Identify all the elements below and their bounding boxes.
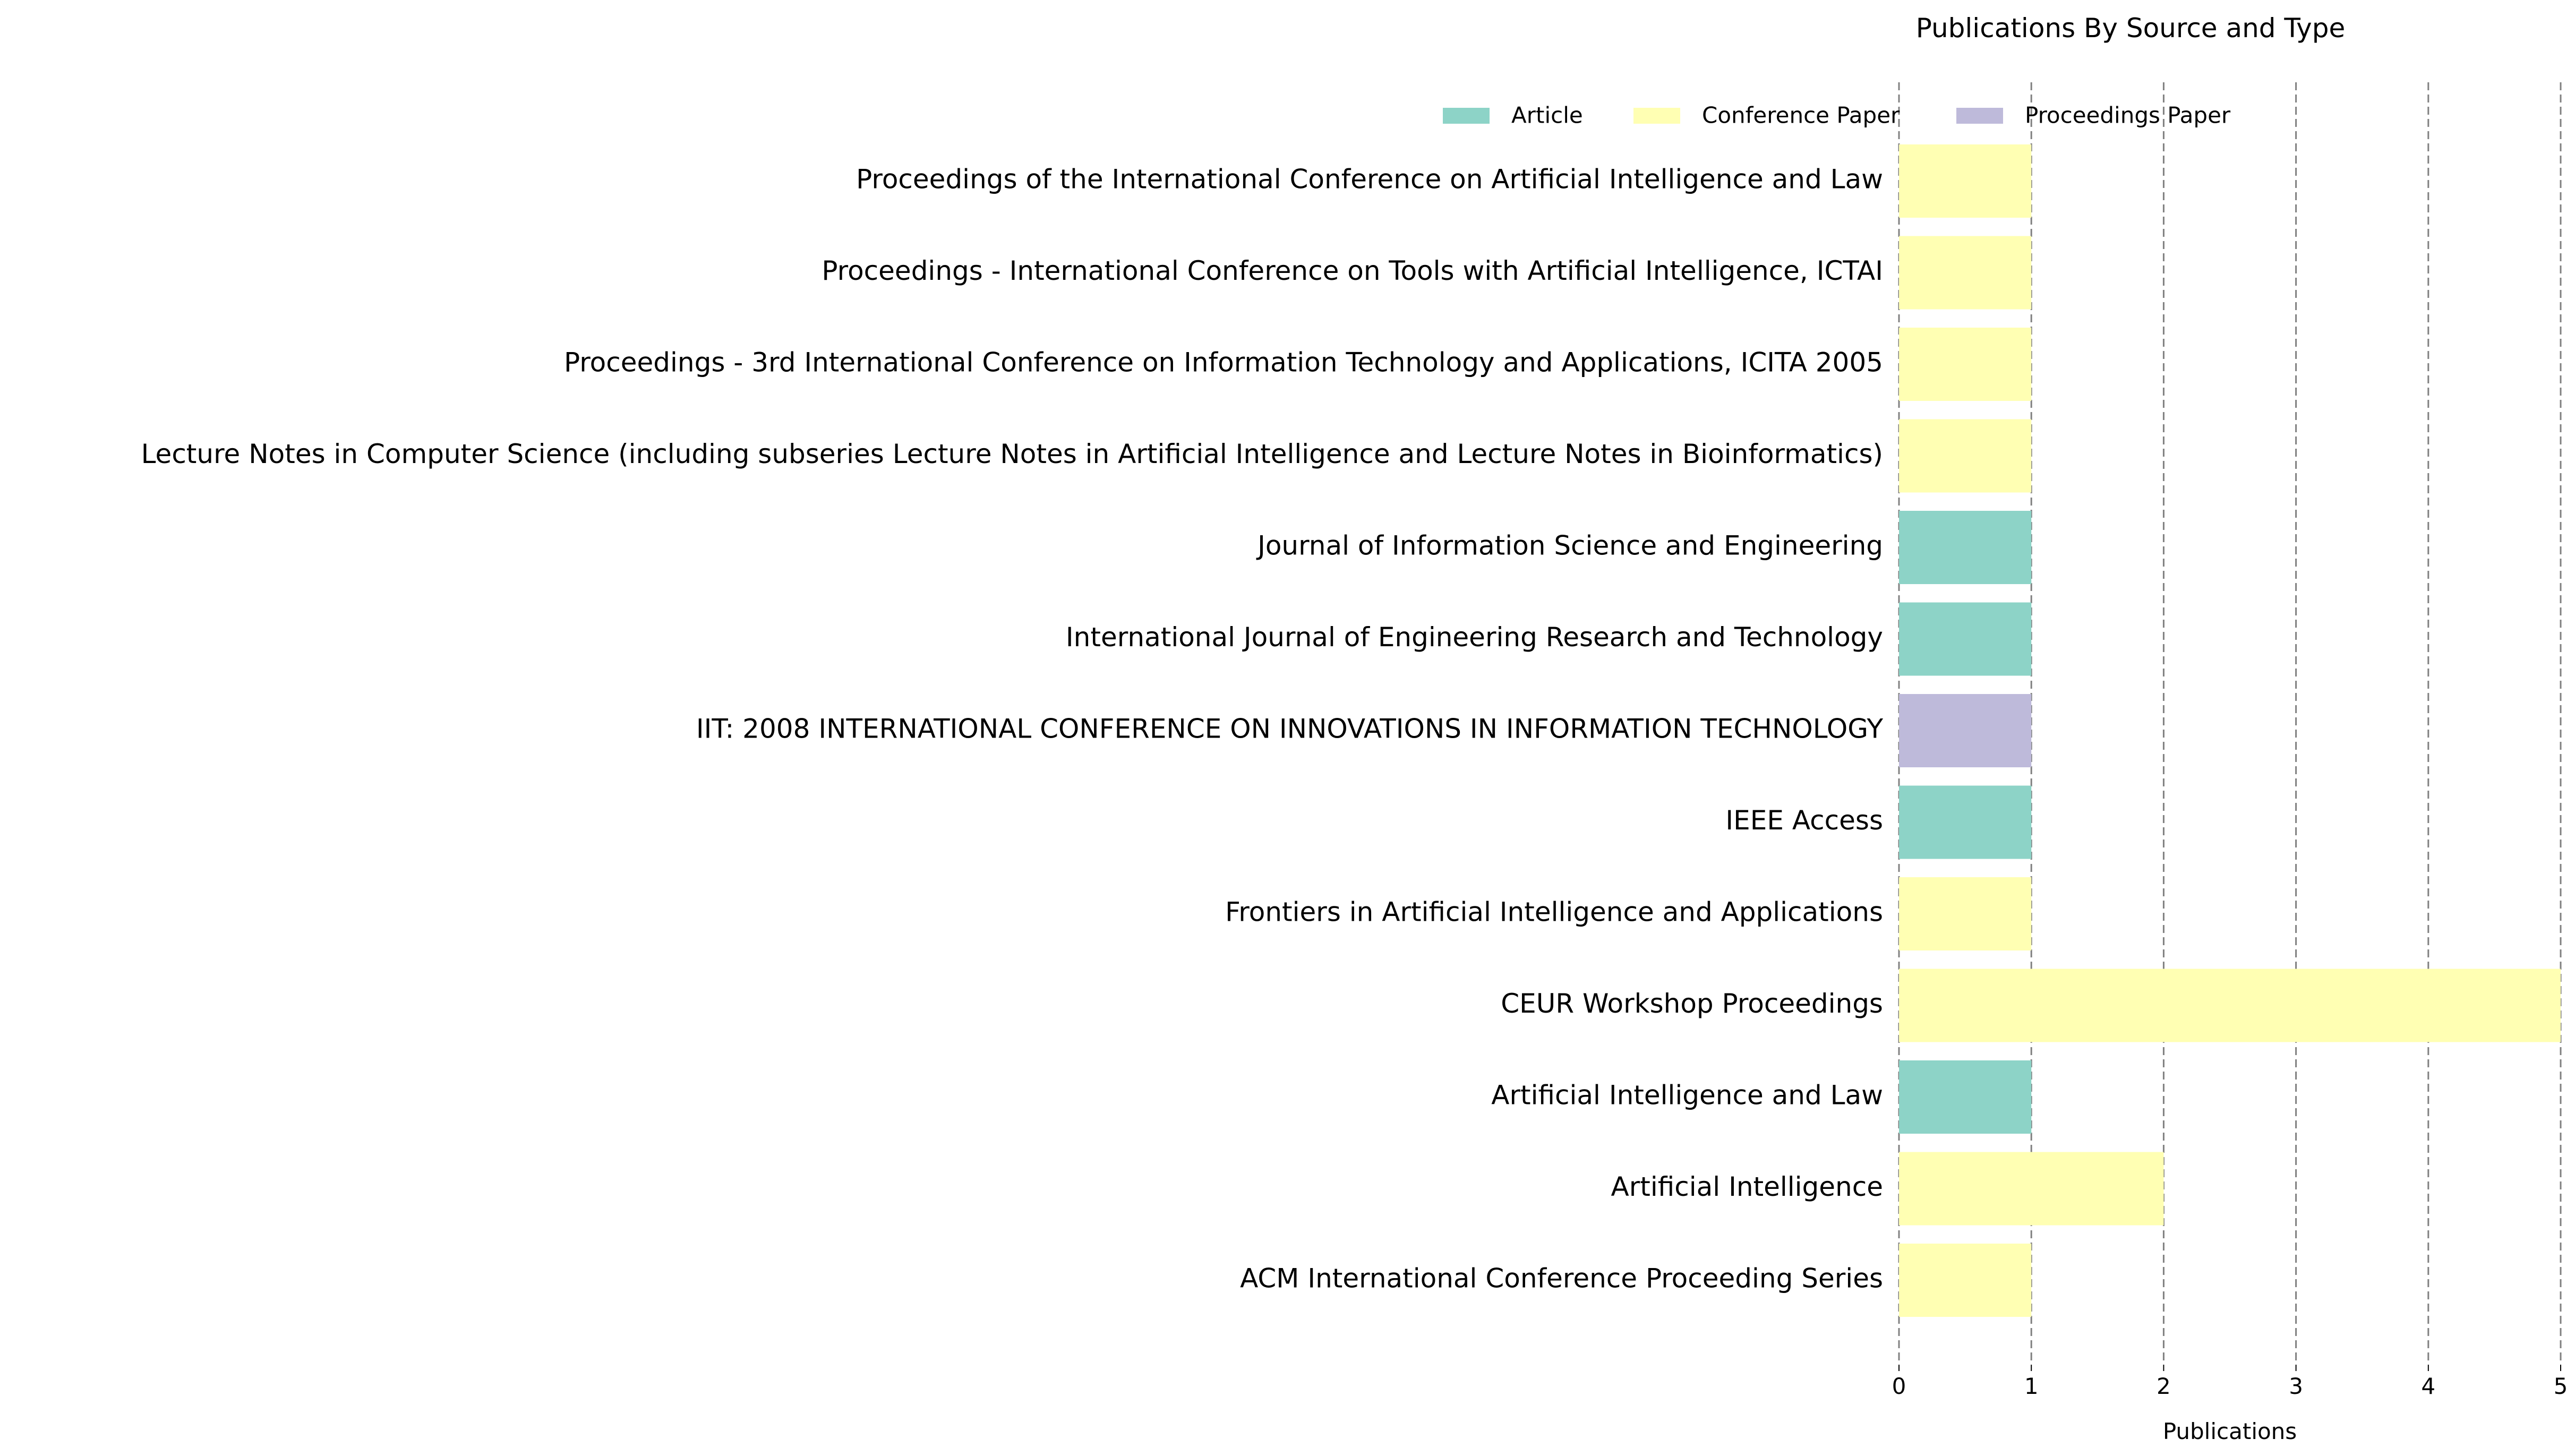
category-labels: Proceedings of the International Confere… bbox=[141, 164, 1884, 1294]
category-label: CEUR Workshop Proceedings bbox=[1501, 988, 1883, 1019]
bar bbox=[1899, 1244, 2032, 1317]
bar bbox=[1899, 144, 2032, 218]
bar bbox=[1899, 236, 2032, 310]
x-tick-label: 4 bbox=[2421, 1373, 2435, 1399]
category-label: IIT: 2008 INTERNATIONAL CONFERENCE ON IN… bbox=[696, 714, 1884, 744]
legend-label: Article bbox=[1511, 102, 1583, 129]
chart-title: Publications By Source and Type bbox=[1916, 13, 2346, 44]
category-label: ACM International Conference Proceeding … bbox=[1240, 1263, 1883, 1294]
category-label: Proceedings of the International Confere… bbox=[856, 164, 1883, 195]
legend: Article Conference Paper Proceedings Paper bbox=[1443, 102, 2231, 129]
x-tick-label: 2 bbox=[2157, 1373, 2171, 1399]
bar bbox=[1899, 969, 2561, 1042]
category-label: Proceedings - 3rd International Conferen… bbox=[564, 347, 1883, 378]
bar bbox=[1899, 511, 2032, 584]
category-label: Journal of Information Science and Engin… bbox=[1256, 530, 1883, 561]
category-label: Lecture Notes in Computer Science (inclu… bbox=[141, 439, 1883, 469]
bar bbox=[1899, 694, 2032, 767]
category-label: IEEE Access bbox=[1725, 805, 1883, 836]
category-label: Frontiers in Artificial Intelligence and… bbox=[1225, 897, 1883, 928]
legend-label: Conference Paper bbox=[1702, 102, 1900, 129]
x-tick-label: 5 bbox=[2554, 1373, 2568, 1399]
category-label: Artificial Intelligence and Law bbox=[1491, 1080, 1883, 1111]
x-axis-ticks: 0 1 2 3 4 5 bbox=[1892, 1365, 2568, 1399]
x-tick-label: 0 bbox=[1892, 1373, 1906, 1399]
bars bbox=[1899, 144, 2561, 1317]
category-label: International Journal of Engineering Res… bbox=[1066, 622, 1883, 653]
category-label: Proceedings - International Conference o… bbox=[822, 255, 1883, 286]
bar bbox=[1899, 877, 2032, 950]
bar bbox=[1899, 602, 2032, 676]
bar bbox=[1899, 1060, 2032, 1134]
x-tick-label: 1 bbox=[2024, 1373, 2039, 1399]
category-label: Artificial Intelligence bbox=[1611, 1171, 1883, 1202]
x-axis-title: Publications bbox=[2163, 1418, 2297, 1444]
bar bbox=[1899, 785, 2032, 859]
legend-swatch bbox=[1956, 108, 2003, 124]
bar bbox=[1899, 328, 2032, 401]
bar bbox=[1899, 1152, 2164, 1226]
legend-swatch bbox=[1633, 108, 1680, 124]
x-tick-label: 3 bbox=[2289, 1373, 2303, 1399]
bar bbox=[1899, 419, 2032, 493]
legend-label: Proceedings Paper bbox=[2025, 102, 2231, 129]
legend-swatch bbox=[1443, 108, 1490, 124]
